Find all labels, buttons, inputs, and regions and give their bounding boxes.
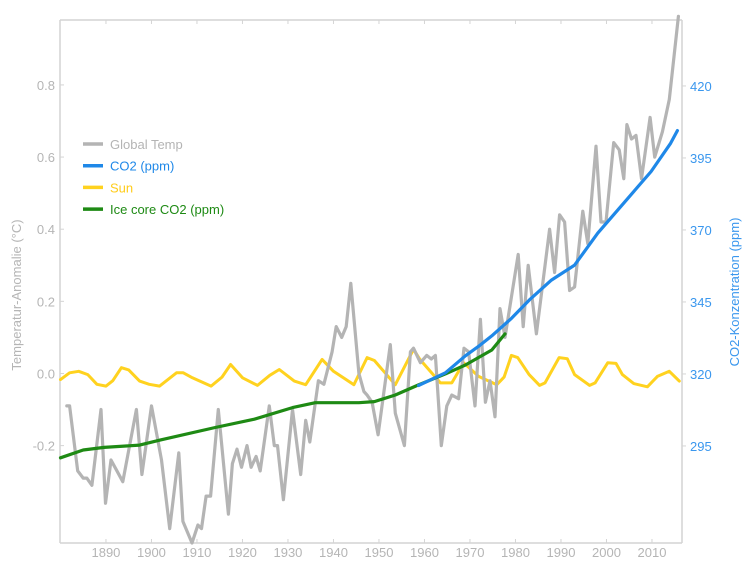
y-tick-label: -0.2 <box>33 439 55 454</box>
y-tick-label: 0.8 <box>37 78 55 93</box>
legend-label-global-temp: Global Temp <box>110 137 183 152</box>
x-tick-label: 1900 <box>137 545 166 560</box>
legend-label-sun: Sun <box>110 180 133 195</box>
y-tick-label-right: 395 <box>690 151 712 166</box>
y-axis-title-left: Temperatur-Anomalie (°C) <box>9 219 24 370</box>
series-line-ice-core-co2-ppm <box>58 332 507 460</box>
x-tick-label: 1920 <box>228 545 257 560</box>
x-tick-label: 2010 <box>638 545 667 560</box>
x-tick-label: 1950 <box>365 545 394 560</box>
legend-label-ice-core-co2-ppm: Ice core CO2 (ppm) <box>110 202 224 217</box>
tick-labels: 1890 1900 1910 1920 1930 1940 1950 1960 1970 1980… <box>33 78 712 560</box>
series-layer <box>58 14 681 545</box>
x-tick-label: 1980 <box>501 545 530 560</box>
series-line-global-temp <box>65 14 681 545</box>
x-tick-label: 1940 <box>319 545 348 560</box>
y-tick-label: 0.0 <box>37 366 55 381</box>
y-tick-label-right: 320 <box>690 367 712 382</box>
y-tick-label-right: 420 <box>690 79 712 94</box>
x-tick-label: 1990 <box>547 545 576 560</box>
x-tick-label: 1910 <box>182 545 211 560</box>
legend: Global Temp CO2 (ppm) Sun Ice core CO2 (ppm… <box>83 137 224 217</box>
x-tick-label: 1970 <box>456 545 485 560</box>
y-tick-label-right: 345 <box>690 295 712 310</box>
series-line-sun <box>59 347 681 389</box>
x-tick-label: 1930 <box>273 545 302 560</box>
y-tick-label: 0.4 <box>37 222 55 237</box>
x-tick-label: 1890 <box>91 545 120 560</box>
y-tick-label-right: 370 <box>690 223 712 238</box>
plot-frame <box>59 19 686 544</box>
y-tick-label-right: 295 <box>690 439 712 454</box>
series-line-co2-ppm <box>416 129 680 388</box>
y-tick-label: 0.2 <box>37 294 55 309</box>
x-tick-label: 2000 <box>592 545 621 560</box>
legend-label-co2-ppm: CO2 (ppm) <box>110 159 174 174</box>
x-tick-label: 1960 <box>410 545 439 560</box>
y-tick-label: 0.6 <box>37 150 55 165</box>
y-axis-title-right: CO2-Konzentration (ppm) <box>727 218 742 367</box>
